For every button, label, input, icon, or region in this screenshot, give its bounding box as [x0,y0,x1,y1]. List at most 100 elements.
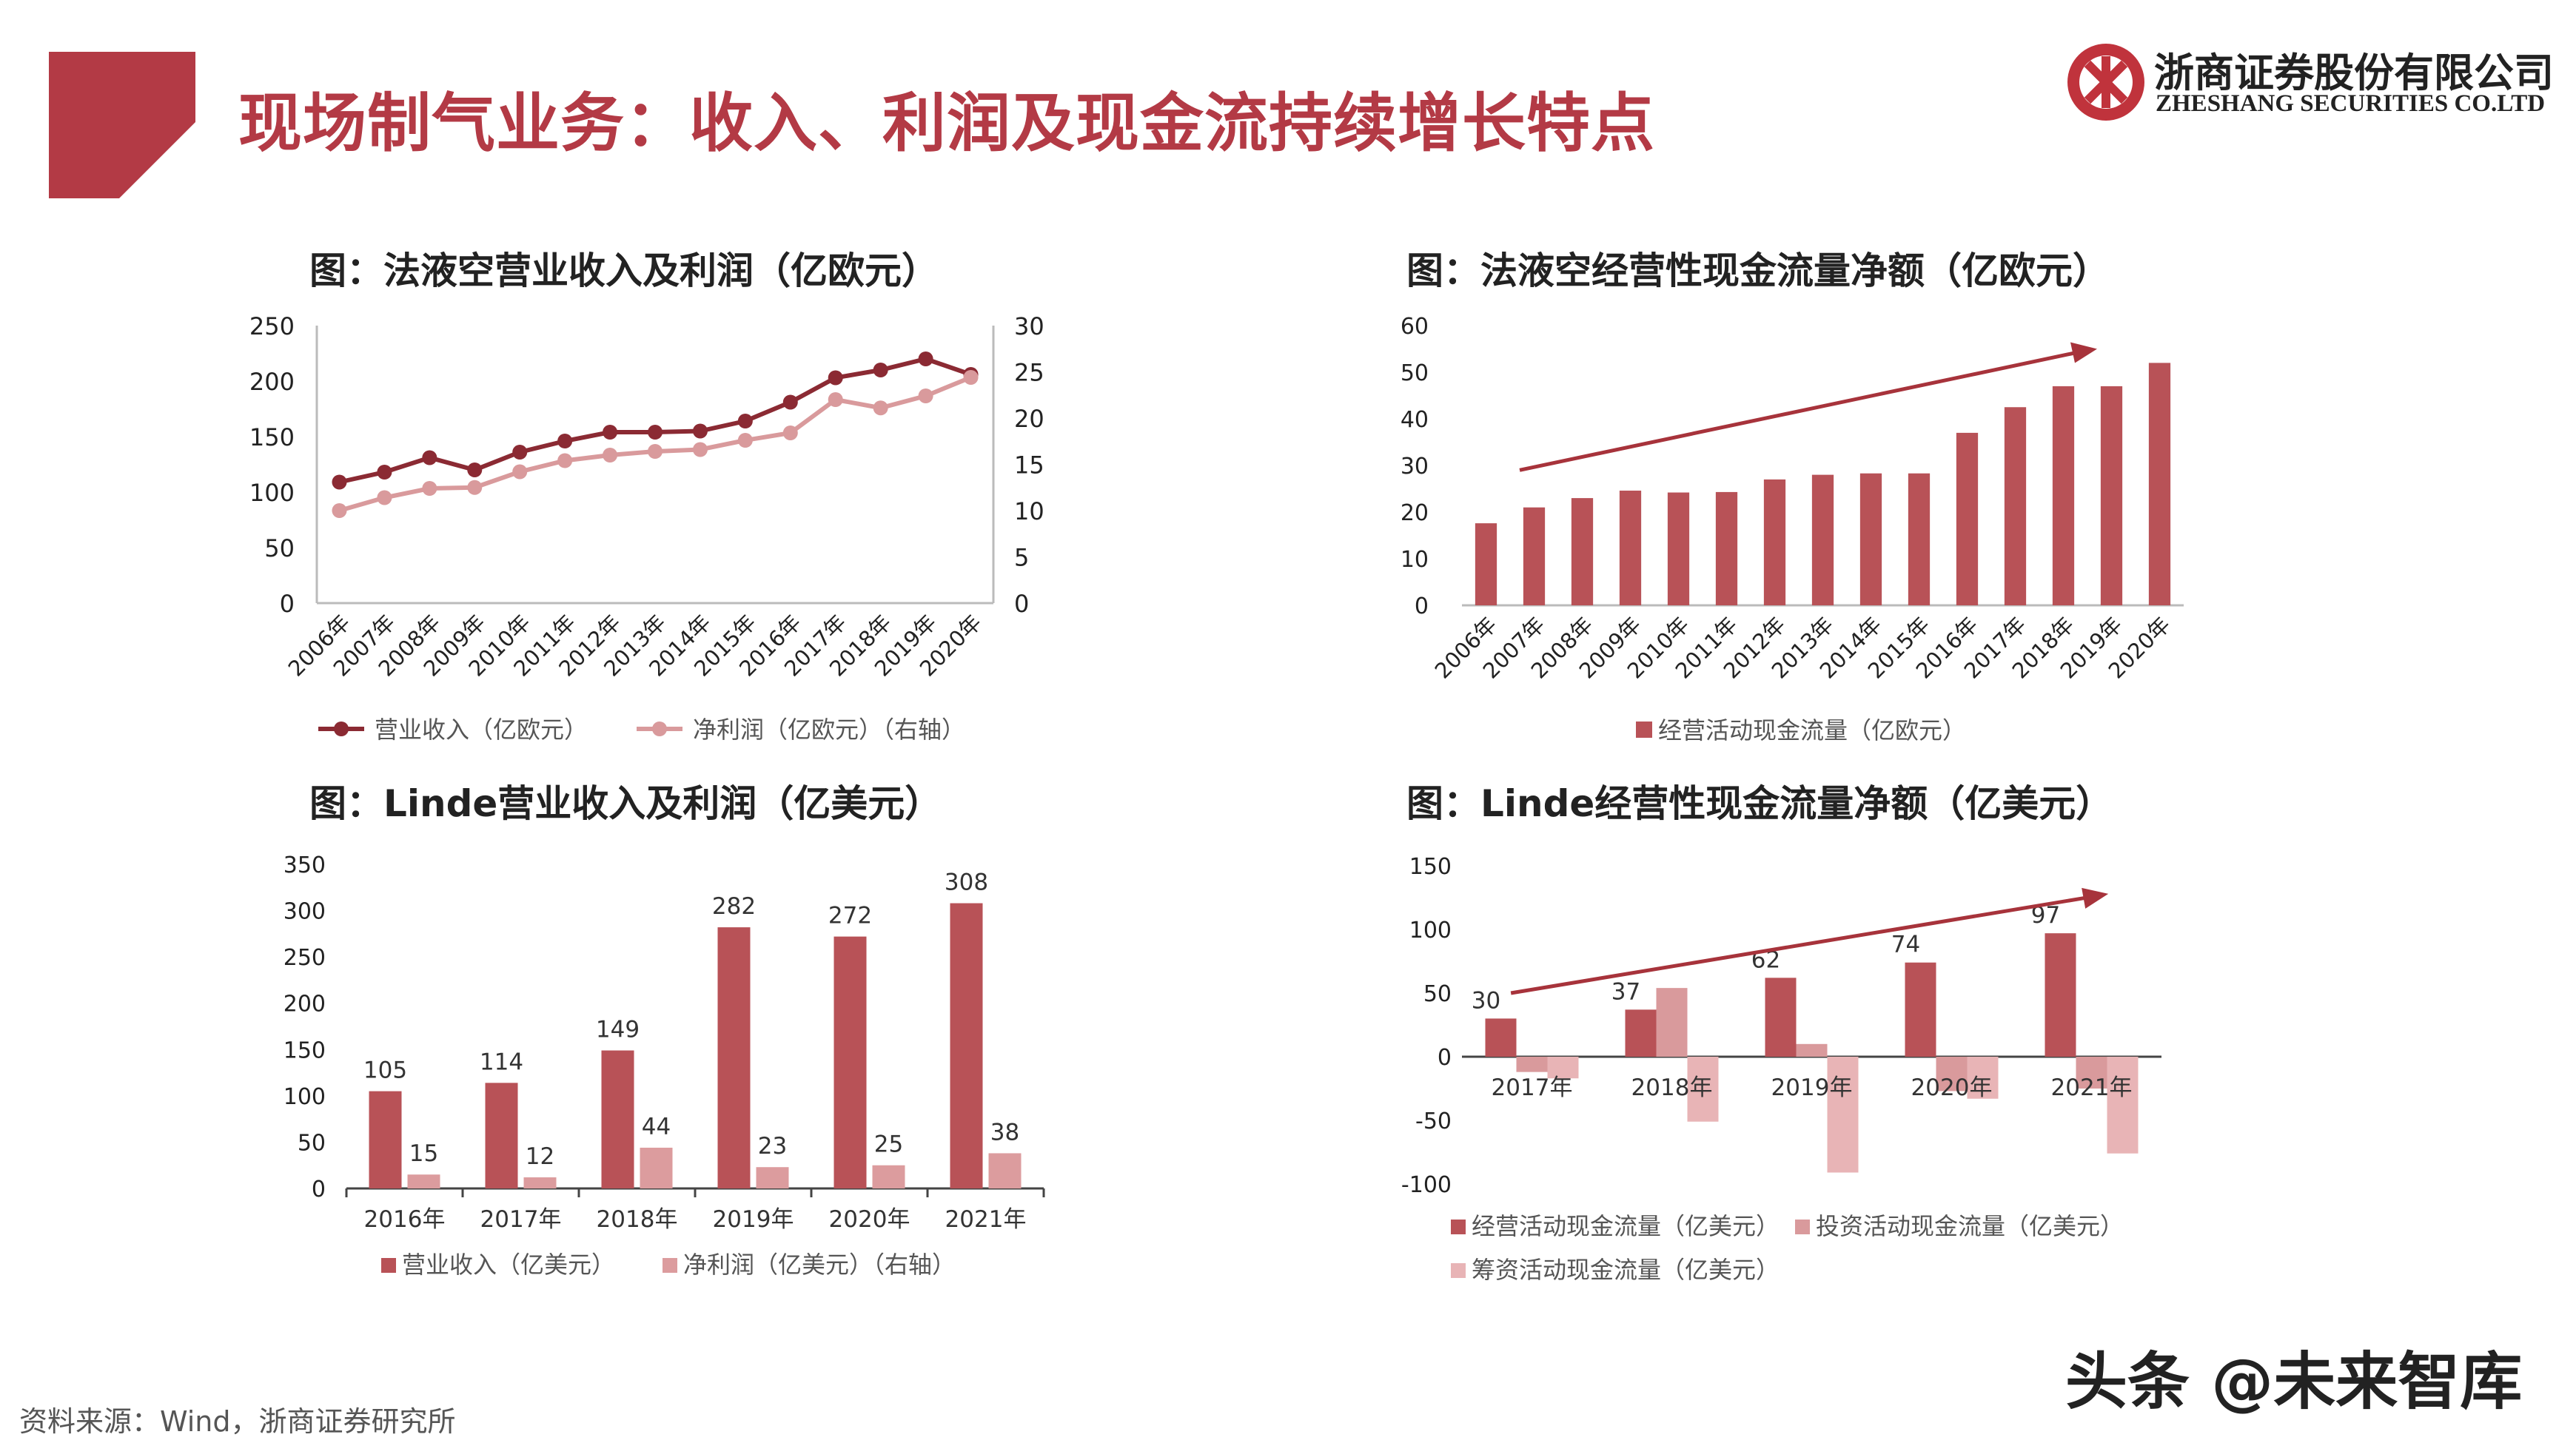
c4-xtick: 2020年 [1911,1074,1993,1101]
c4-xtick: 2021年 [2051,1074,2133,1101]
c1-legend-0-label: 营业收入（亿欧元） [375,716,588,744]
c3-legend-1-label: 净利润（亿美元）（右轴） [683,1251,956,1279]
c1-series-1-point [782,426,798,440]
c2-ytick: 0 [1415,593,1429,619]
c1-ytick-right: 0 [1014,590,1029,618]
c1-series-1-point [648,444,663,459]
c3-series-1-data-label: 38 [990,1119,1019,1146]
c2-bar [1523,507,1546,605]
c4-series-0-data-label: 74 [1891,932,1920,958]
c3-ytick: 250 [284,945,326,971]
c4-trend-arrow-line [1510,895,2088,995]
c1-series-1-point [512,464,528,480]
c1-series-0-point [918,352,933,366]
c3-xtick: 2016年 [364,1206,446,1233]
c1-ytick-left: 150 [249,423,295,451]
c3-xtick: 2018年 [597,1206,678,1233]
c3-ytick: 100 [284,1084,326,1110]
c3-series-1-bar [872,1165,905,1188]
c3-series-0-data-label: 272 [828,903,872,929]
c3-ytick: 150 [284,1037,326,1063]
chart2-title: 图：法液空经营性现金流量净额（亿欧元） [1406,249,2110,292]
zheshang-logo-icon [2067,44,2144,121]
c1-series-0-point [782,394,798,410]
c3-series-0-data-label: 114 [480,1049,523,1075]
c3-series-0-data-label: 149 [596,1017,640,1043]
c2-bar [2100,386,2123,605]
c1-series-1-point [828,392,843,407]
c2-bar [1763,479,1786,605]
c1-series-0-point [603,425,618,440]
c3-series-1-data-label: 23 [758,1133,787,1160]
c3-series-0-bar [485,1083,518,1188]
chart4-title: 图：Linde经营性现金流量净额（亿美元） [1406,782,2113,825]
c3-xtick: 2021年 [945,1206,1027,1233]
c4-series-0-bar [1625,1009,1657,1057]
c1-ytick-right: 20 [1014,405,1044,433]
c1-series-0-point [873,363,888,377]
c4-series-0-bar [1905,962,1936,1057]
c4-series-1-bar [1796,1043,1828,1057]
c3-ytick: 0 [312,1177,326,1202]
c1-series-1-point [377,490,392,505]
c3-series-0-bar [717,927,751,1188]
c2-legend-swatch [1636,722,1652,738]
c3-series-0-data-label: 282 [712,893,756,920]
c4-series-1-bar [1656,988,1688,1057]
c2-ytick: 60 [1401,314,1429,340]
c3-series-0-bar [950,903,983,1188]
c3-series-1-data-label: 15 [409,1140,438,1167]
c3-series-1-bar [523,1177,557,1188]
c3-ytick: 50 [298,1130,326,1156]
c4-ytick: -50 [1415,1109,1452,1134]
c3-xtick: 2019年 [713,1206,794,1233]
c1-series-0-point [377,465,392,480]
c3-series-1-bar [756,1167,789,1188]
c2-ytick: 10 [1401,547,1429,573]
c1-series-1-point [963,370,979,385]
c3-legend-0-label: 营业收入（亿美元） [402,1251,615,1279]
c2-bar [2052,386,2075,605]
chart3-title: 图：Linde营业收入及利润（亿美元） [309,782,942,825]
header-accent-block [49,52,195,198]
c3-series-1-bar [640,1147,673,1188]
c2-bar [1571,498,1594,605]
c1-series-0-point [467,462,483,477]
c2-bar [1956,432,1979,605]
c2-trend-arrow-line [1519,351,2077,472]
c1-legend-1-marker [652,722,667,736]
c4-series-0-bar [1485,1018,1517,1057]
c3-series-0-bar [833,936,867,1188]
c4-legend-1-swatch [1795,1220,1810,1234]
c3-ytick: 200 [284,992,326,1018]
c1-ytick-right: 30 [1014,312,1044,340]
c4-series-0-data-label: 30 [1472,987,1500,1014]
c1-series-1-point [692,442,708,457]
chart1-title: 图：法液空营业收入及利润（亿欧元） [309,249,939,292]
c4-series-0-bar [2045,933,2076,1057]
c2-ytick: 20 [1401,500,1429,526]
c3-xtick: 2017年 [480,1206,562,1233]
c1-series-0-point [648,425,663,440]
c1-ytick-left: 0 [280,590,295,618]
c3-series-1-data-label: 12 [526,1143,554,1170]
c1-ytick-left: 200 [249,368,295,396]
c1-series-1-point [332,503,347,518]
c2-bar [2148,363,2171,605]
page-title: 现场制气业务：收入、利润及现金流持续增长特点 [238,87,1655,161]
c4-series-0-data-label: 37 [1611,978,1640,1005]
c4-series-2-bar [2107,1057,2139,1154]
c1-series-0-point [692,423,708,439]
c1-series-1-point [873,400,888,416]
c1-series-1-point [918,388,933,403]
c1-series-0-point [422,450,437,465]
company-name-en: ZHESHANG SECURITIES CO.LTD [2156,90,2546,117]
c1-series-0-point [512,445,528,460]
c4-xtick: 2019年 [1771,1074,1853,1101]
c4-xtick: 2018年 [1631,1074,1713,1101]
c3-legend-1-swatch [663,1258,677,1273]
c3-series-0-data-label: 308 [945,870,988,896]
c2-bar [2004,407,2027,605]
c4-series-1-bar [1936,1057,1968,1092]
